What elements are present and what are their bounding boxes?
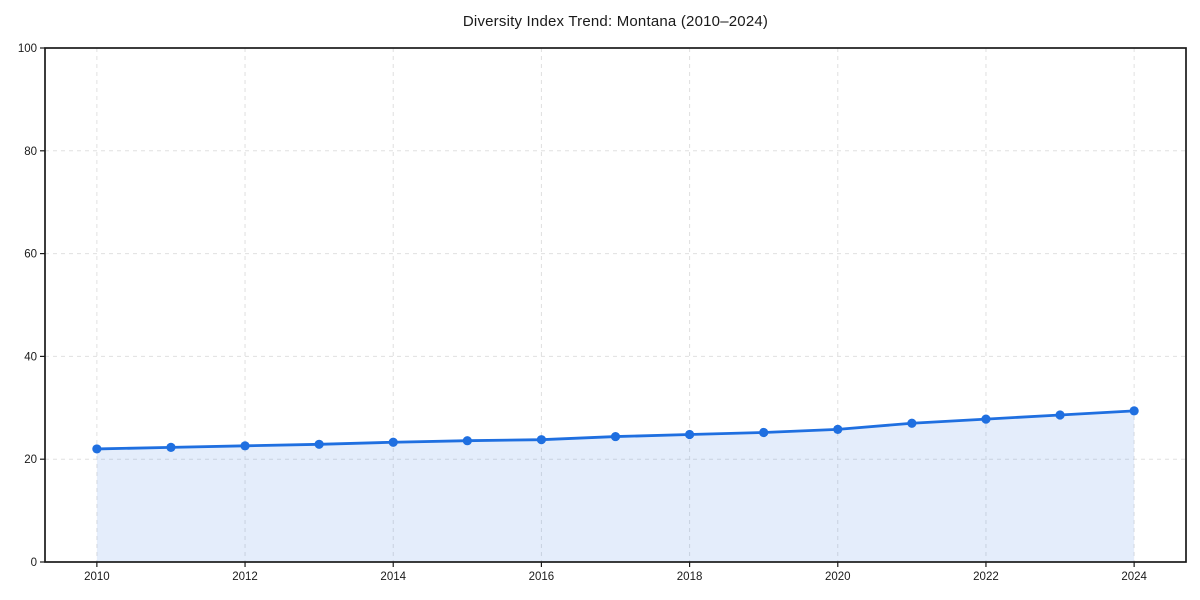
x-tick-label: 2020 (825, 571, 851, 583)
data-point (981, 414, 991, 424)
data-point (240, 441, 250, 451)
x-tick-labels: 2010 2012 2014 2016 2018 2020 2022 2024 (84, 571, 1147, 583)
data-point (1129, 406, 1139, 416)
x-tick-label: 2016 (529, 571, 555, 583)
data-point (314, 439, 324, 449)
data-point (388, 437, 398, 447)
y-tick-label: 0 (31, 557, 37, 569)
data-point (462, 436, 472, 446)
y-tick-label: 40 (24, 351, 37, 363)
plot-border (44, 47, 1187, 563)
y-tick-label: 60 (24, 249, 37, 261)
x-tick-label: 2014 (380, 571, 406, 583)
y-tick-label: 20 (24, 454, 37, 466)
x-tick-label: 2022 (973, 571, 999, 583)
x-tick-label: 2010 (84, 571, 110, 583)
data-point (833, 424, 843, 434)
data-point (907, 418, 917, 428)
chart-title: Diversity Index Trend: Montana (2010–202… (462, 13, 769, 30)
x-tick-label: 2018 (677, 571, 703, 583)
data-point (166, 442, 176, 452)
data-points (92, 406, 1139, 454)
y-tick-label: 80 (24, 146, 37, 158)
data-point (1055, 410, 1065, 420)
tick-marks (40, 47, 1135, 567)
area-fill (96, 410, 1135, 562)
data-point (684, 429, 695, 440)
x-tick-label: 2012 (232, 571, 258, 583)
data-point (536, 435, 547, 445)
y-tick-label: 100 (18, 43, 37, 55)
data-point (610, 431, 621, 442)
x-tick-label: 2024 (1121, 571, 1147, 583)
data-point (759, 427, 769, 438)
data-point (92, 444, 102, 454)
y-tick-labels: 0 20 40 60 80 100 (18, 43, 37, 569)
